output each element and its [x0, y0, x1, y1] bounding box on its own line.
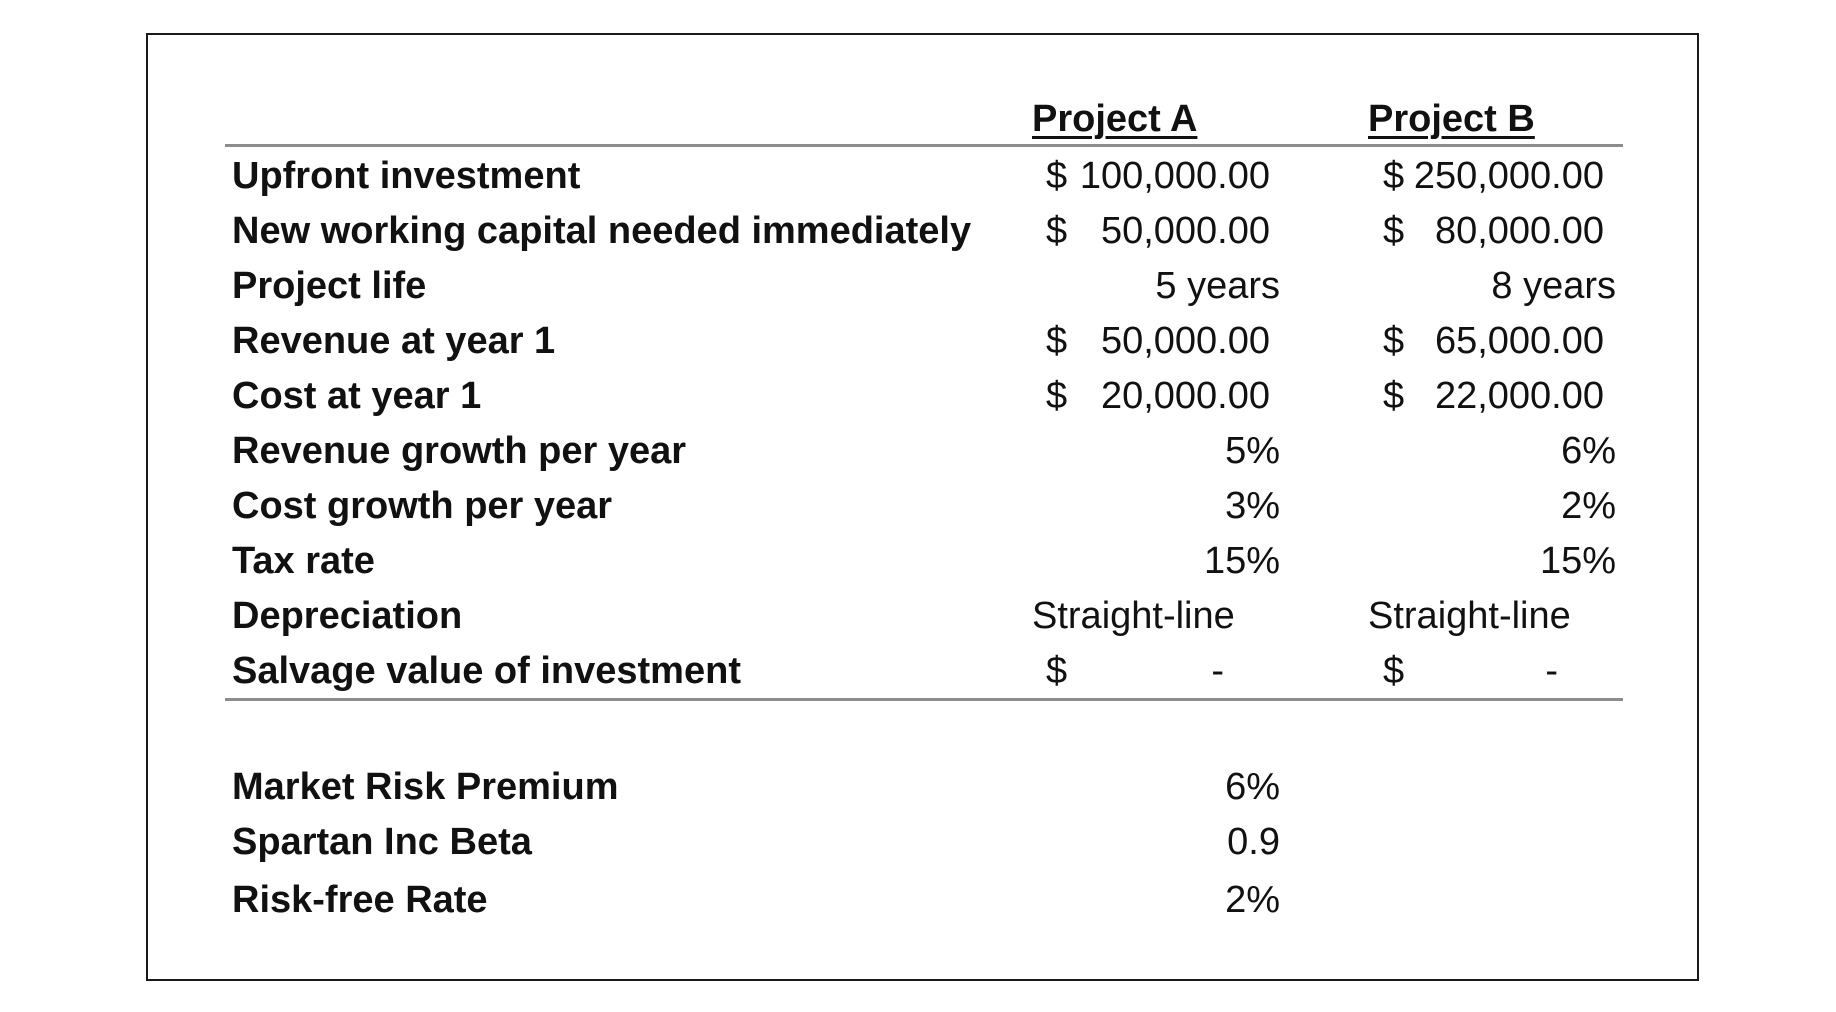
project-b-currency-symbol: $: [1383, 650, 1405, 692]
beta-value: 0.9: [1227, 821, 1280, 863]
project-a-revenue-year-1: 50,000.00: [1100, 320, 1270, 362]
project-b-upfront-investment: 250,000.00: [1413, 155, 1604, 197]
project-a-cost-year-1: 20,000.00: [1100, 375, 1270, 417]
project-b-cost-year-1: 22,000.00: [1434, 375, 1604, 417]
row-label-market-risk-premium: Market Risk Premium: [232, 766, 619, 808]
row-label-depreciation: Depreciation: [232, 595, 463, 637]
row-label-revenue-growth: Revenue growth per year: [232, 430, 687, 472]
footer-rule: [225, 698, 1623, 701]
project-a-cost-growth: 3%: [1225, 485, 1280, 527]
row-label-cost-year-1: Cost at year 1: [232, 375, 482, 417]
project-b-depreciation: Straight-line: [1368, 595, 1571, 637]
risk-free-rate-value: 2%: [1225, 879, 1280, 921]
row-label-salvage-value: Salvage value of investment: [232, 650, 741, 692]
row-label-revenue-year-1: Revenue at year 1: [232, 320, 556, 362]
project-a-salvage-value: -: [1211, 650, 1224, 692]
project-a-currency-symbol: $: [1046, 650, 1068, 692]
project-b-project-life: 8 years: [1491, 265, 1616, 307]
row-label-risk-free-rate: Risk-free Rate: [232, 879, 488, 921]
project-b-salvage-value: -: [1545, 650, 1558, 692]
project-a-revenue-growth: 5%: [1225, 430, 1280, 472]
project-b-currency-symbol: $: [1383, 210, 1405, 252]
row-label-tax-rate: Tax rate: [232, 540, 375, 582]
project-a-working-capital: 50,000.00: [1100, 210, 1270, 252]
row-label-working-capital: New working capital needed immediately: [232, 210, 972, 252]
project-b-currency-symbol: $: [1383, 155, 1405, 197]
project-a-currency-symbol: $: [1046, 320, 1068, 362]
project-a-tax-rate: 15%: [1203, 540, 1280, 582]
project-b-currency-symbol: $: [1383, 320, 1405, 362]
header-project-b: Project B: [1368, 98, 1535, 140]
row-label-project-life: Project life: [232, 265, 427, 307]
project-b-tax-rate: 15%: [1539, 540, 1616, 582]
project-b-currency-symbol: $: [1383, 375, 1405, 417]
project-b-revenue-growth: 6%: [1561, 430, 1616, 472]
header-rule: [225, 144, 1623, 147]
project-a-currency-symbol: $: [1046, 155, 1068, 197]
project-b-cost-growth: 2%: [1561, 485, 1616, 527]
row-label-beta: Spartan Inc Beta: [232, 821, 532, 863]
row-label-upfront-investment: Upfront investment: [232, 155, 581, 197]
project-a-project-life: 5 years: [1155, 265, 1280, 307]
header-project-a: Project A: [1032, 98, 1198, 140]
market-risk-premium-value: 6%: [1225, 766, 1280, 808]
project-a-currency-symbol: $: [1046, 210, 1068, 252]
project-b-revenue-year-1: 65,000.00: [1434, 320, 1604, 362]
project-b-working-capital: 80,000.00: [1434, 210, 1604, 252]
project-a-upfront-investment: 100,000.00: [1079, 155, 1270, 197]
project-a-depreciation: Straight-line: [1032, 595, 1235, 637]
project-a-currency-symbol: $: [1046, 375, 1068, 417]
row-label-cost-growth: Cost growth per year: [232, 485, 613, 527]
table-frame: [146, 33, 1699, 981]
